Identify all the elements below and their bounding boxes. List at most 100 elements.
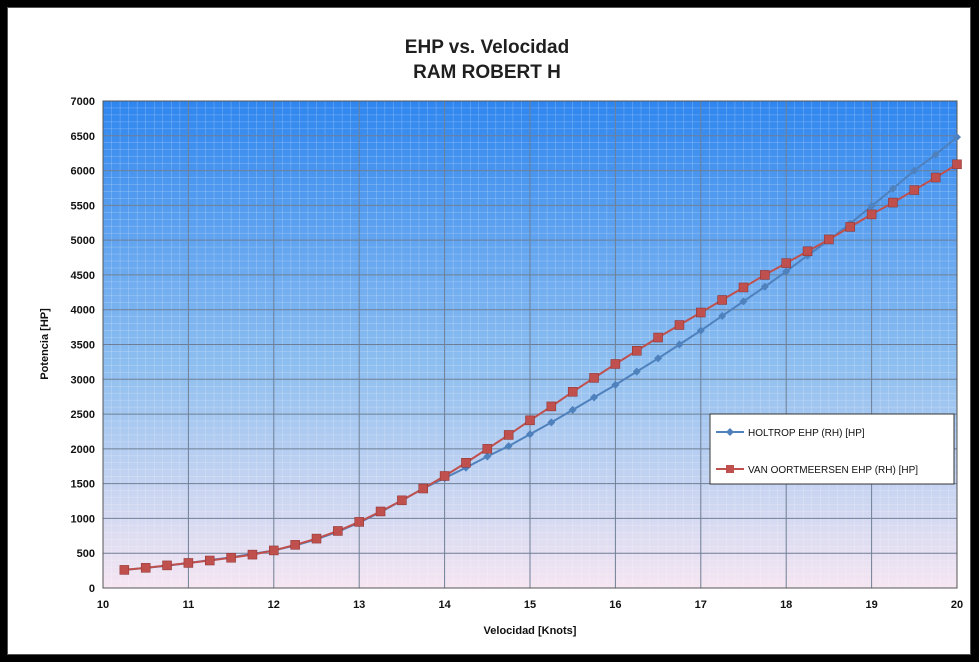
data-point (461, 458, 471, 468)
data-point (482, 444, 493, 454)
y-tick-label: 6000 (71, 166, 95, 178)
data-point (247, 549, 258, 560)
data-point (674, 320, 685, 330)
data-point (909, 185, 920, 195)
data-point (183, 558, 194, 568)
x-tick-label: 10 (97, 599, 109, 611)
data-point (418, 483, 428, 494)
data-point (867, 202, 876, 211)
data-point (675, 340, 684, 349)
x-tick-label: 11 (183, 599, 195, 611)
data-point (718, 311, 727, 320)
data-point (931, 150, 940, 159)
data-point (590, 393, 599, 402)
data-point (439, 471, 450, 481)
data-point (866, 209, 877, 220)
data-point (589, 373, 599, 383)
y-tick-label: 2000 (71, 444, 95, 456)
data-point (760, 270, 770, 280)
data-point (483, 452, 492, 461)
y-tick-label: 5500 (71, 200, 95, 212)
legend-label-holtrop: HOLTROP EHP (RH) [HP] (748, 428, 865, 439)
chart-svg: EHP vs. Velocidad RAM ROBERT H 0 500 1000 1… (39, 37, 963, 637)
data-point (930, 172, 941, 183)
y-tick-label: 7000 (71, 96, 95, 108)
data-point (696, 307, 706, 318)
x-tick-label: 15 (524, 599, 536, 611)
x-tick-label: 13 (353, 599, 365, 611)
data-point (739, 297, 748, 306)
legend-marker-van-oortmeersen (726, 465, 734, 473)
plot-border (102, 100, 958, 589)
data-point (782, 267, 791, 276)
data-point (802, 246, 813, 257)
y-tick-label: 2500 (71, 409, 95, 421)
data-point (632, 367, 641, 376)
data-point (910, 166, 919, 175)
y-tick-label: 3000 (71, 374, 95, 386)
y-tick-label: 4500 (71, 270, 95, 282)
data-point (654, 354, 663, 363)
data-point (205, 555, 215, 566)
data-point (567, 387, 578, 397)
data-point (824, 234, 834, 245)
data-point (653, 332, 663, 343)
data-point (226, 552, 236, 563)
y-tick-label: 0 (89, 583, 95, 595)
data-point (311, 533, 322, 544)
y-tick-label: 6500 (71, 131, 95, 143)
x-tick-label: 16 (609, 599, 621, 611)
data-point (611, 380, 620, 389)
y-axis-label: Potencia [HP] (39, 308, 51, 380)
data-point (888, 197, 898, 208)
data-point (162, 560, 172, 571)
chart-subtitle: RAM ROBERT H (413, 62, 561, 83)
data-point (526, 430, 534, 439)
x-tick-label: 12 (268, 599, 280, 611)
data-point (504, 442, 513, 451)
x-axis-ticks: 10 11 12 13 14 15 16 17 18 19 20 (97, 599, 963, 611)
data-point (119, 565, 130, 575)
y-tick-label: 1000 (71, 513, 95, 525)
y-tick-label: 5000 (71, 235, 95, 247)
data-point (953, 133, 961, 142)
data-point (525, 415, 535, 426)
chart-title: EHP vs. Velocidad (405, 37, 569, 58)
x-axis-label: Velocidad [Knots] (484, 625, 577, 637)
data-point (547, 418, 556, 427)
legend: HOLTROP EHP (RH) [HP] VAN OORTMEERSEN EH… (709, 413, 955, 485)
data-point (375, 506, 386, 517)
legend-label-van-oortmeersen: VAN OORTMEERSEN EHP (RH) [HP] (748, 465, 918, 476)
y-tick-label: 500 (77, 548, 95, 560)
data-point (781, 258, 791, 268)
data-point (568, 405, 577, 414)
data-point (546, 401, 557, 412)
data-point (717, 295, 727, 305)
chart-frame: EHP vs. Velocidad RAM ROBERT H 0 500 1000 1… (7, 7, 971, 655)
data-point (845, 222, 855, 232)
data-point (610, 359, 621, 369)
y-tick-label: 3500 (71, 340, 95, 352)
series-group (119, 133, 962, 575)
y-tick-label: 4000 (71, 305, 95, 317)
series-line (124, 163, 958, 571)
legend-box (709, 413, 955, 485)
data-point (290, 540, 300, 550)
x-tick-label: 19 (865, 599, 877, 611)
legend-marker-holtrop (726, 428, 734, 436)
data-point (760, 282, 769, 291)
y-axis-ticks: 0 500 1000 1500 2000 2500 3000 3500 4000 4500 5000… (71, 96, 95, 595)
data-point (354, 517, 364, 527)
data-point (952, 159, 962, 170)
data-point (503, 430, 514, 440)
x-tick-label: 14 (438, 599, 451, 611)
data-point (738, 282, 749, 293)
series-1 (119, 159, 962, 575)
x-tick-label: 18 (780, 599, 792, 611)
data-point (333, 526, 343, 536)
data-point (269, 545, 279, 556)
data-point (696, 326, 705, 335)
data-point (632, 346, 642, 356)
x-tick-label: 20 (951, 599, 963, 611)
y-tick-label: 1500 (71, 479, 95, 491)
